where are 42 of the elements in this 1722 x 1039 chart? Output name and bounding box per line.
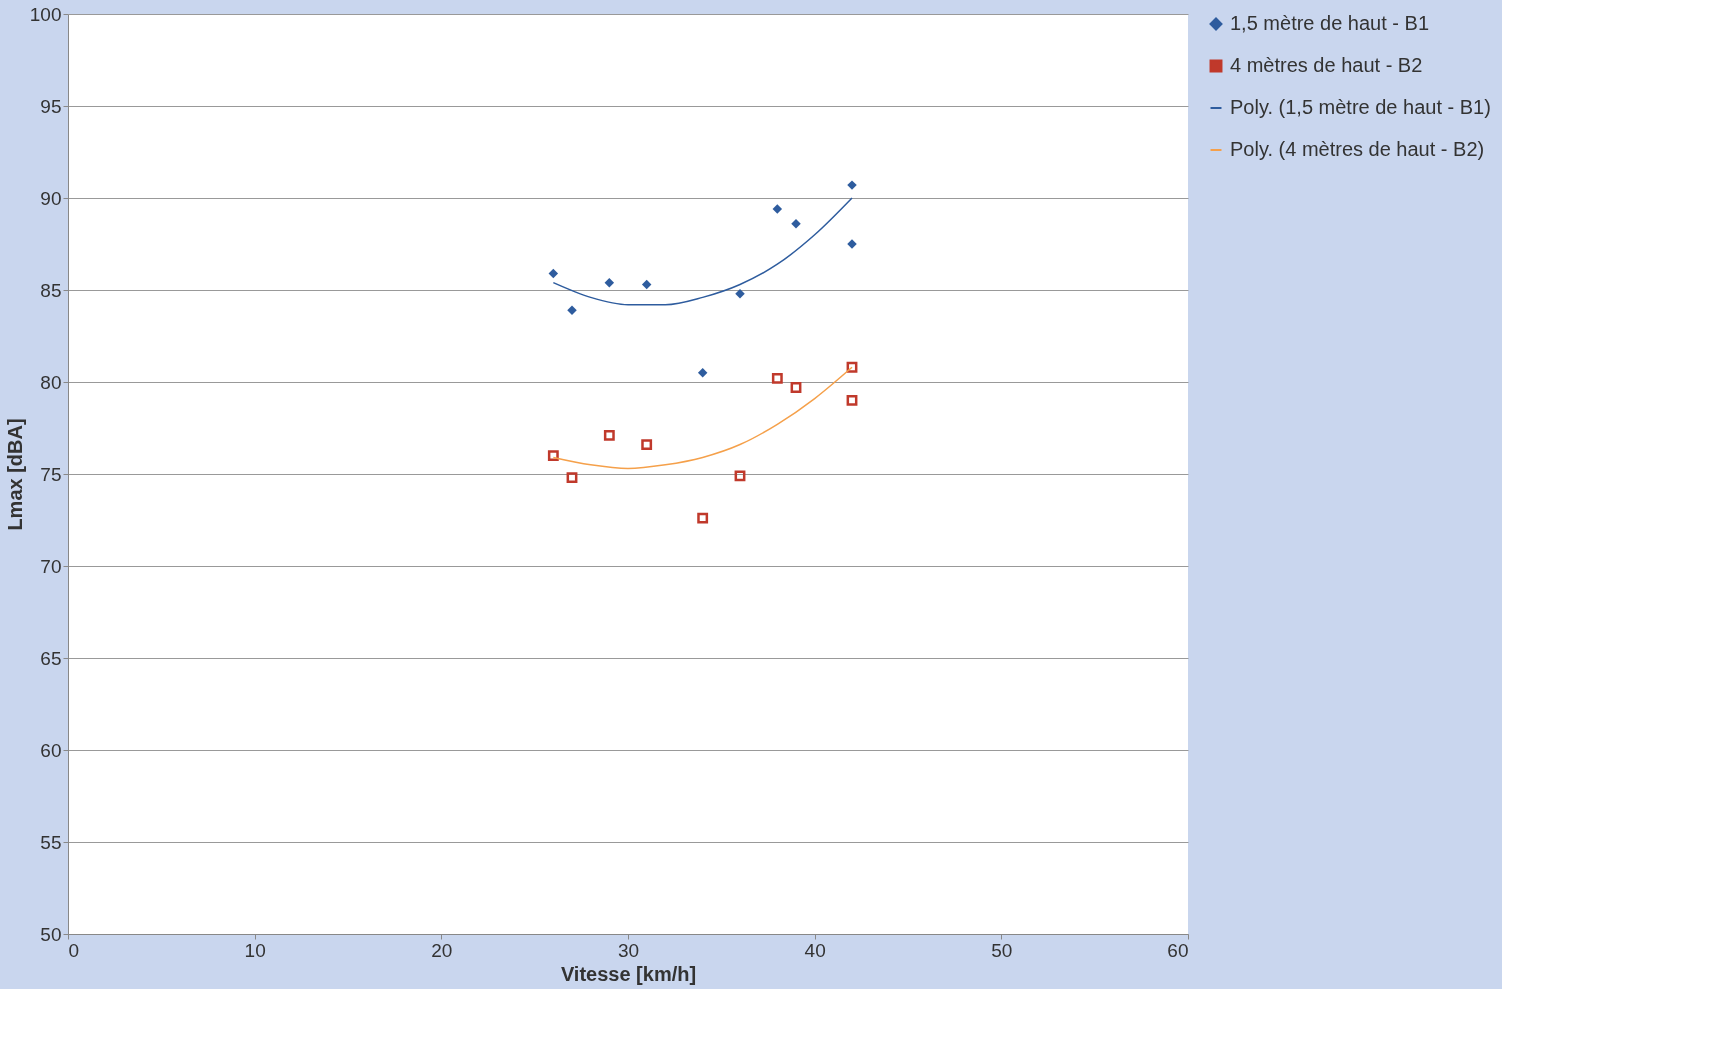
point — [772, 204, 783, 214]
y-tick-label: 50 — [40, 923, 62, 945]
point — [566, 472, 578, 484]
point — [697, 368, 708, 378]
point — [697, 512, 709, 524]
legend-label: 4 mètres de haut - B2 — [1230, 54, 1423, 76]
point — [641, 439, 653, 450]
legend-label: Poly. (1,5 mètre de haut - B1) — [1230, 96, 1491, 118]
point — [603, 429, 615, 441]
x-tick-label: 50 — [991, 939, 1013, 961]
legend-label: 1,5 mètre de haut - B1 — [1230, 12, 1430, 34]
y-tick-label: 90 — [40, 187, 62, 209]
point — [734, 470, 746, 482]
legend-label: Poly. (4 mètres de haut - B2) — [1230, 138, 1485, 160]
y-tick-label: 100 — [29, 3, 62, 25]
point — [846, 394, 858, 406]
point — [604, 277, 615, 288]
x-tick-label: 30 — [617, 939, 640, 961]
point — [548, 268, 559, 279]
x-tick-label: 60 — [1167, 939, 1189, 961]
y-tick-label: 85 — [40, 279, 62, 301]
y-tick-label: 80 — [40, 371, 62, 393]
y-tick-label: 55 — [40, 831, 62, 853]
y-tick-label: 75 — [40, 463, 62, 485]
y-tick-label: 65 — [40, 647, 62, 669]
y-axis-title: Lmax [dBA] — [3, 418, 26, 531]
point — [641, 279, 652, 290]
y-tick-label: 70 — [40, 555, 62, 577]
x-tick-label: 0 — [68, 939, 80, 961]
line-series — [552, 197, 853, 306]
x-axis-title: Vitesse [km/h] — [560, 962, 697, 985]
y-tick-label: 60 — [40, 739, 62, 761]
point — [735, 288, 745, 299]
point — [547, 450, 559, 462]
y-tick-label: 95 — [40, 95, 62, 117]
point — [846, 361, 858, 373]
x-tick-label: 10 — [244, 939, 266, 961]
x-tick-label: 40 — [804, 939, 826, 961]
point — [791, 219, 801, 229]
point — [771, 372, 783, 384]
x-tick-label: 20 — [431, 939, 453, 961]
point — [790, 382, 802, 393]
